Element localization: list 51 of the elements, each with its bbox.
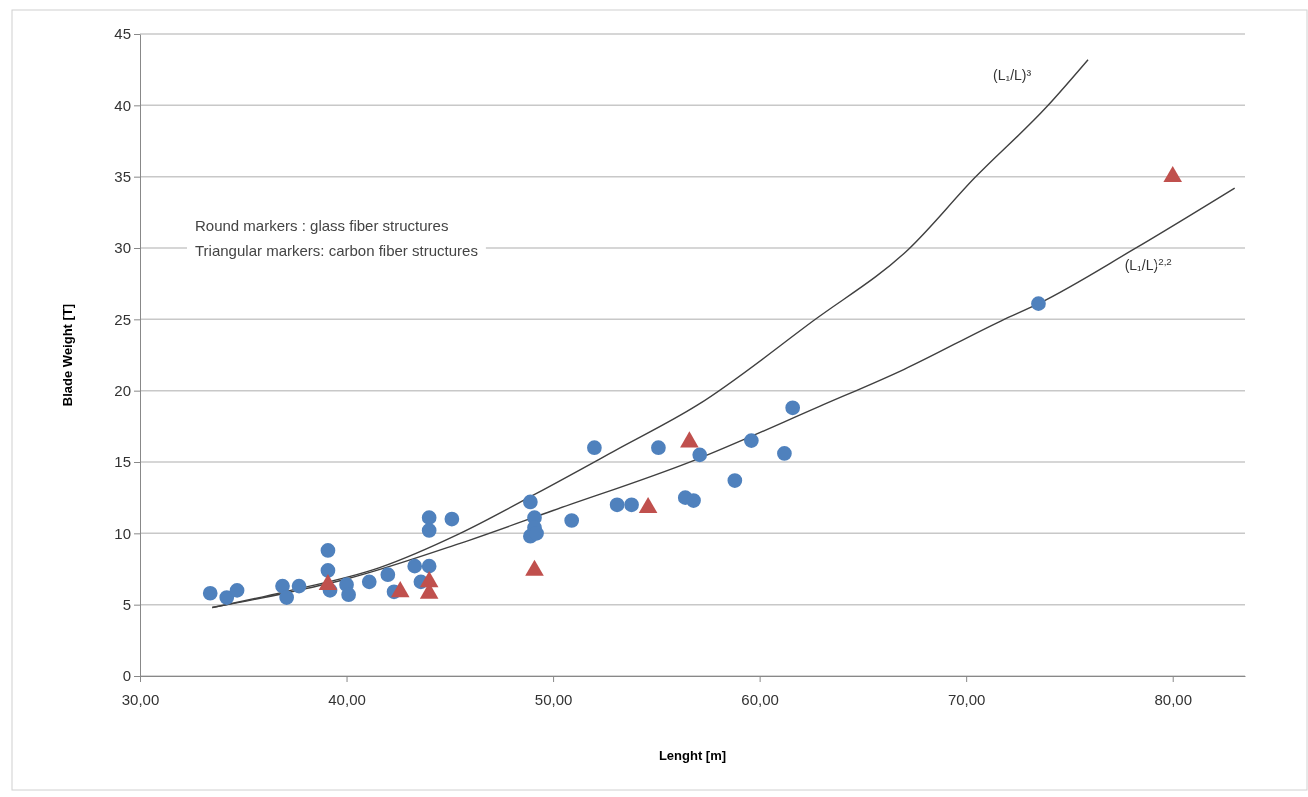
point [279,590,294,605]
y-tick-label: 10 [114,524,131,542]
annotation: Triangular markers: carbon fiber structures [195,242,478,259]
y-tick-label: 30 [114,239,131,257]
y-tick-label: 35 [114,167,131,185]
x-tick-label: 50,00 [534,690,573,708]
x-axis-title: Lenght [m] [658,748,727,763]
point [361,574,377,590]
point [587,440,602,456]
point [564,513,580,528]
point [407,558,423,574]
annotation: Round markers : glass fiber structures [195,217,449,234]
point [320,543,336,558]
point [202,585,218,601]
point [1031,296,1046,311]
y-tick-label: 45 [114,25,131,43]
point [624,497,639,513]
point [421,510,437,525]
point [686,493,701,508]
point [219,590,235,605]
point [744,433,759,448]
x-tick-label: 60,00 [741,690,779,708]
x-tick-label: 30,00 [121,690,160,708]
y-tick-label: 15 [114,453,131,471]
point [692,447,708,463]
point [229,583,245,598]
point [341,587,356,603]
x-tick-label: 80,00 [1154,690,1192,708]
point [421,523,437,538]
x-tick-label: 40,00 [328,690,366,708]
point [444,511,460,527]
point [523,494,538,510]
y-tick-label: 5 [122,595,131,613]
y-tick-label: 20 [114,381,131,399]
point [421,558,437,574]
point [727,473,743,488]
series-label: (L₁/L)$^{2,2}$ [1124,255,1172,274]
point [785,400,801,416]
y-tick-label: 40 [114,96,131,114]
x-tick-label: 70,00 [947,690,986,708]
point [609,497,625,513]
point [320,563,336,578]
y-axis-title: Blade Weight [T] [60,303,75,407]
point [275,578,290,594]
y-tick-label: 25 [114,310,131,328]
point [291,578,307,594]
series-label: (L₁/L)³ [993,66,1032,83]
y-tick-label: 0 [122,667,131,685]
point [777,446,792,461]
point [651,440,666,456]
point [380,567,396,583]
